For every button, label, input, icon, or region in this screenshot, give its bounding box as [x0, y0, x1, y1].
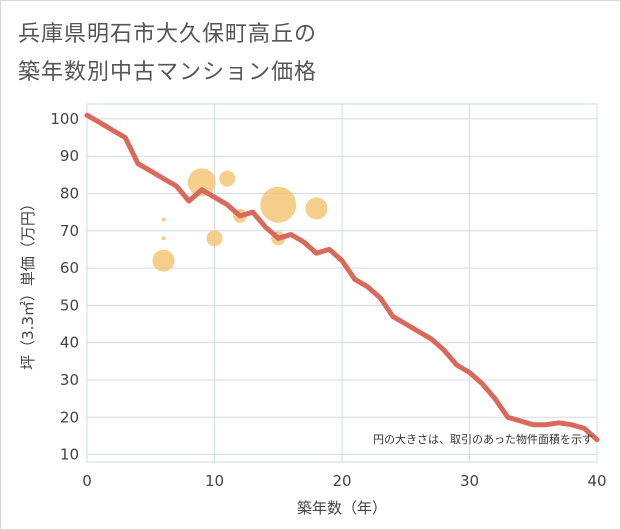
y-tick-30: 30: [60, 371, 79, 389]
y-tick-70: 70: [60, 222, 79, 240]
bubble-7: [260, 186, 297, 223]
bubbles: [152, 168, 328, 272]
y-tick-60: 60: [60, 259, 79, 277]
bubble-2: [152, 249, 175, 272]
bubble-5: [219, 170, 236, 187]
bubble-0: [161, 217, 166, 222]
y-tick-20: 20: [60, 408, 79, 426]
price-line: [84, 112, 600, 443]
x-tick-labels: 0 10 20 30 40: [82, 472, 606, 490]
y-tick-40: 40: [60, 334, 79, 352]
x-tick-40: 40: [587, 472, 606, 490]
x-tick-30: 30: [460, 472, 479, 490]
y-tick-90: 90: [60, 147, 79, 165]
y-tick-50: 50: [60, 296, 79, 314]
y-axis-label: 坪（3.3㎡）単価（万円）: [19, 196, 37, 370]
bubble-9: [305, 197, 328, 220]
chart-title-line2: 築年数別中古マンション価格: [18, 60, 318, 85]
x-axis-label: 築年数（年）: [297, 499, 387, 517]
y-tick-10: 10: [60, 446, 79, 464]
bubble-4: [206, 230, 223, 247]
y-tick-labels: 10 20 30 40 50 60 70 80 90 100: [50, 110, 79, 464]
y-tick-80: 80: [60, 185, 79, 203]
x-tick-10: 10: [205, 472, 224, 490]
chart-title-line1: 兵庫県明石市大久保町高丘の: [18, 22, 318, 47]
x-tick-20: 20: [332, 472, 351, 490]
bubble-3: [187, 168, 216, 197]
size-note: 円の大きさは、取引のあった物件面積を示す: [373, 432, 593, 446]
x-tick-0: 0: [82, 472, 92, 490]
bubble-1: [161, 236, 166, 241]
y-tick-100: 100: [50, 110, 79, 128]
